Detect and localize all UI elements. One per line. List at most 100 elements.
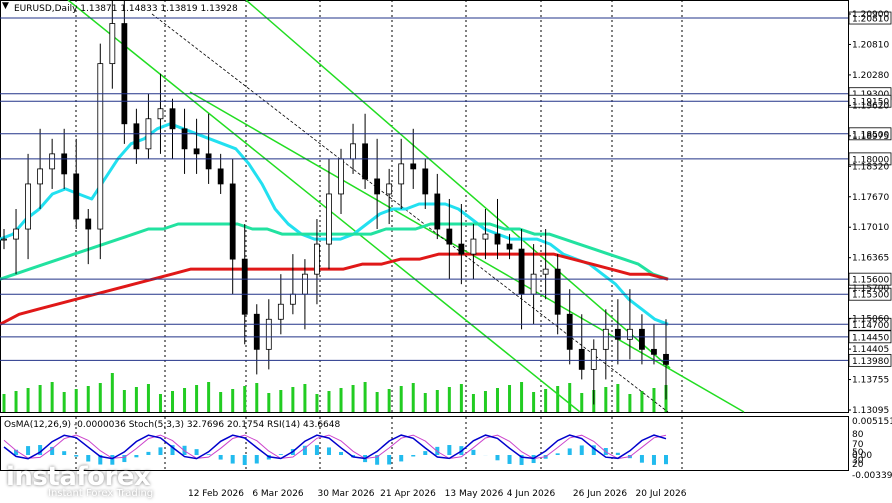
volume-bar	[423, 393, 427, 412]
price-bar-body	[350, 143, 356, 160]
volume-bar	[616, 384, 620, 412]
volume-bar	[122, 390, 126, 412]
price-bar-body	[554, 268, 561, 315]
ema50-line	[0, 122, 669, 326]
price-bar-body	[97, 63, 104, 230]
indicator-tick-label: 0.00	[852, 451, 872, 461]
volume-bar	[556, 386, 560, 412]
price-bar-body	[542, 268, 549, 275]
osma-bar	[423, 451, 428, 455]
level-label: 1.15300	[852, 291, 889, 301]
osma-bar	[110, 455, 115, 465]
osma-bar	[615, 452, 620, 455]
price-bar-body	[338, 158, 344, 195]
osma-bar	[86, 455, 91, 462]
indicator-header: OsMA(12,26,9) -0.0000036 Stoch(5,3,3) 32…	[4, 420, 340, 430]
volume-bar	[387, 389, 391, 412]
price-bar-body	[518, 248, 525, 295]
price-tick-label: 1.20810	[852, 40, 889, 50]
price-tick-label: 1.20280	[852, 71, 889, 81]
price-tick-label: 1.18320	[852, 162, 889, 172]
level-label-box	[848, 330, 892, 344]
volume-bar	[459, 384, 463, 412]
osma-bar	[122, 455, 127, 463]
volume-bar	[327, 391, 331, 412]
price-bar-body	[458, 243, 465, 255]
price-bar-body	[422, 168, 429, 195]
volume-bar	[50, 382, 54, 412]
osma-bar	[146, 451, 151, 455]
price-bar-body	[374, 178, 381, 195]
price-bar-body	[205, 153, 212, 170]
osma-bar	[50, 446, 55, 455]
ema144-line	[0, 222, 669, 281]
price-tick-label: 1.13755	[852, 376, 889, 386]
price-bar-body	[663, 353, 669, 365]
osma-bar	[194, 449, 199, 455]
osma-bar	[26, 446, 31, 455]
indicator-tick-label: 50	[852, 448, 864, 458]
level-label: 1.18000	[852, 155, 889, 165]
indicator-pane	[3, 434, 668, 465]
osma-bar	[206, 454, 211, 455]
osma-bar	[387, 455, 392, 465]
price-bar-body	[241, 258, 248, 315]
indicator-tick-label: 80	[852, 430, 864, 440]
time-tick-label: 12 Feb 2026	[188, 489, 244, 499]
volume-bar	[375, 392, 379, 412]
level-label: 1.14700	[852, 321, 889, 331]
volume-bar	[243, 386, 247, 412]
level-label: 1.15600	[852, 276, 889, 286]
price-bar-body	[85, 218, 92, 230]
price-bar-body	[578, 348, 585, 370]
volume-bar	[568, 383, 572, 412]
price-bar-body	[602, 328, 609, 350]
osma-bar	[579, 445, 584, 455]
price-bar-body	[639, 328, 645, 350]
volume-bar	[38, 385, 42, 412]
volume-bar	[580, 393, 584, 412]
volume-bar	[339, 388, 343, 412]
time-tick-label: 21 Apr 2026	[380, 489, 436, 499]
trend-channels	[67, 0, 745, 413]
osma-bar	[170, 445, 175, 455]
axes: 1.209001.208101.202801.196201.189751.183…	[188, 10, 892, 499]
price-bar-body	[217, 168, 224, 185]
level-label-box	[848, 353, 892, 367]
price-bar-body	[133, 123, 140, 150]
volume-bar	[652, 388, 656, 412]
price-tick-label: 1.15700	[852, 284, 889, 294]
price-bar-body	[398, 163, 405, 185]
price-bar-body	[73, 173, 80, 220]
collapse-arrow-icon[interactable]: ▼	[2, 1, 9, 11]
price-bar-body	[302, 273, 308, 295]
volume-bar	[447, 387, 451, 412]
volume-bar	[640, 391, 644, 412]
osma-bar	[62, 451, 67, 455]
price-bar-body	[470, 238, 477, 255]
volume-bar	[26, 388, 30, 412]
osma-bar	[411, 455, 416, 457]
level-label-box	[848, 317, 892, 331]
osma-bar	[38, 445, 43, 455]
osma-bar	[519, 455, 524, 465]
trend-channel-line	[245, 0, 671, 369]
volume-bar	[14, 391, 18, 412]
volume-bar	[183, 388, 187, 412]
price-bar-body	[109, 23, 116, 65]
price-bar-body	[49, 153, 56, 170]
level-label: 1.14450	[852, 333, 889, 343]
volume-bar	[363, 382, 367, 412]
price-bar-body	[13, 228, 19, 240]
moving-averages	[0, 122, 669, 326]
volume-bar	[495, 388, 499, 412]
osma-bar	[314, 445, 319, 455]
osma-bar	[218, 455, 223, 460]
volume-bar	[98, 383, 102, 412]
level-label: 1.19150	[852, 98, 889, 108]
price-bar-body	[590, 348, 597, 370]
osma-bar	[639, 455, 644, 463]
volume-bar	[399, 386, 403, 412]
